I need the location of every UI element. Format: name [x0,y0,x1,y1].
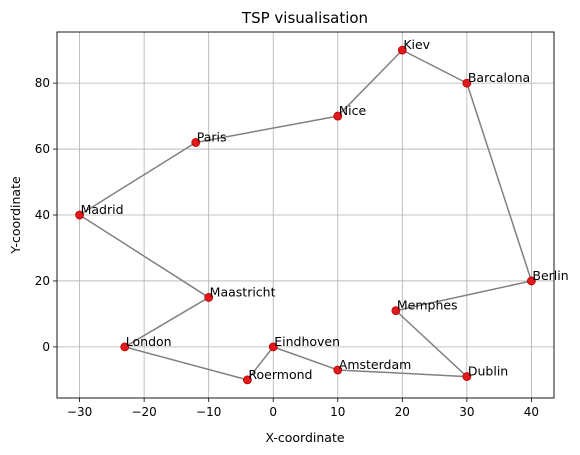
route-segment [466,82,533,282]
route-segment [337,369,467,378]
city-label-madrid: Madrid [81,202,124,217]
city-point-memphes [391,306,401,316]
y-tick-label: 60 [35,142,50,156]
city-point-maastricht [204,293,214,302]
route-segment [246,346,274,381]
city-label-paris: Paris [197,129,227,144]
x-tick-label: 20 [395,405,410,419]
city-point-barcalona [462,78,472,88]
city-point-london [120,342,130,352]
y-axis-ticks: 0 20 40 60 80 [35,76,57,354]
chart-title: TSP visualisation [241,9,368,27]
route-segment [124,296,210,348]
route-segment [124,346,248,381]
x-tick-label: 30 [459,405,474,419]
city-point-paris [191,138,201,147]
x-tick-label: 40 [524,405,539,419]
city-label-berlin: Berlin [532,268,568,283]
route-segment [401,49,468,84]
y-tick-label: 80 [35,76,50,90]
y-axis-label: Y-coordinate [8,176,23,255]
x-tick-label: −20 [131,405,156,419]
grid-lines [57,32,554,398]
city-label-amsterdam: Amsterdam [339,357,412,372]
city-label-barcalona: Barcalona [468,70,530,85]
city-label-dublin: Dublin [468,364,508,379]
city-point-dublin [462,372,472,381]
y-tick-label: 0 [42,340,50,354]
x-tick-label: 0 [269,405,277,419]
x-tick-label: −10 [196,405,221,419]
x-tick-label: −30 [67,405,92,419]
y-tick-label: 40 [35,208,50,222]
route-segment [272,346,339,371]
city-labels: Kiev Barcalona Nice Paris Madrid Berlin Maastr… [81,37,569,382]
city-label-london: London [126,334,172,349]
x-axis-ticks: −30 −20 −10 0 10 20 30 40 [67,398,539,419]
city-point-madrid [75,210,84,220]
city-label-memphes: Memphes [397,298,458,313]
city-label-maastricht: Maastricht [210,284,276,299]
route-segment [395,280,532,312]
route-segment [79,141,197,216]
route-segment [79,214,210,299]
city-point-amsterdam [333,365,343,375]
route-lines [79,49,533,381]
city-label-eindhoven: Eindhoven [274,334,340,349]
city-label-nice: Nice [339,103,367,118]
y-tick-label: 20 [35,274,50,288]
city-label-kiev: Kiev [403,37,430,52]
route-segment [395,310,468,378]
x-tick-label: 10 [330,405,345,419]
x-axis-label: X-coordinate [265,430,344,445]
city-point-berlin [527,276,536,286]
city-point-nice [333,111,343,121]
route-segment [195,115,338,144]
city-label-roermond: Roermond [248,367,312,382]
city-points [75,45,536,385]
city-point-eindhoven [268,342,278,352]
route-segment [337,49,403,117]
city-point-kiev [397,45,407,55]
city-point-roermond [243,375,252,385]
